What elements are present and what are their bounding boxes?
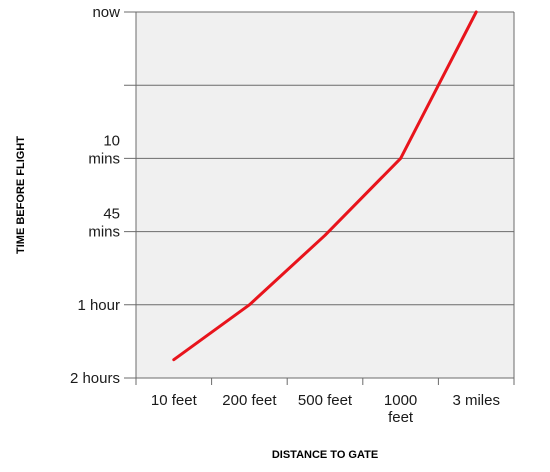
x-axis-title: DISTANCE TO GATE [272, 449, 378, 461]
y-tick-label: mins [88, 224, 120, 241]
y-tick-label: 10 [103, 132, 120, 149]
y-tick-label: mins [88, 150, 120, 167]
y-tick-label: now [92, 4, 120, 21]
y-tick-label: 1 hour [77, 297, 120, 314]
axes [124, 11, 515, 385]
x-tick-label: 1000 [384, 392, 417, 409]
y-tick-label: 45 [103, 206, 120, 223]
x-tick-label: 3 miles [452, 392, 500, 409]
series-line [172, 10, 478, 362]
x-tick-label: 500 feet [298, 392, 353, 409]
x-tick-label: 200 feet [222, 392, 277, 409]
y-axis-title: TIME BEFORE FLIGHT [15, 136, 27, 254]
series-layer [172, 10, 478, 362]
x-tick-label: 10 feet [151, 392, 198, 409]
x-tick-label: feet [388, 409, 414, 426]
y-tick-label: 2 hours [70, 370, 120, 387]
plot-area [136, 12, 514, 378]
